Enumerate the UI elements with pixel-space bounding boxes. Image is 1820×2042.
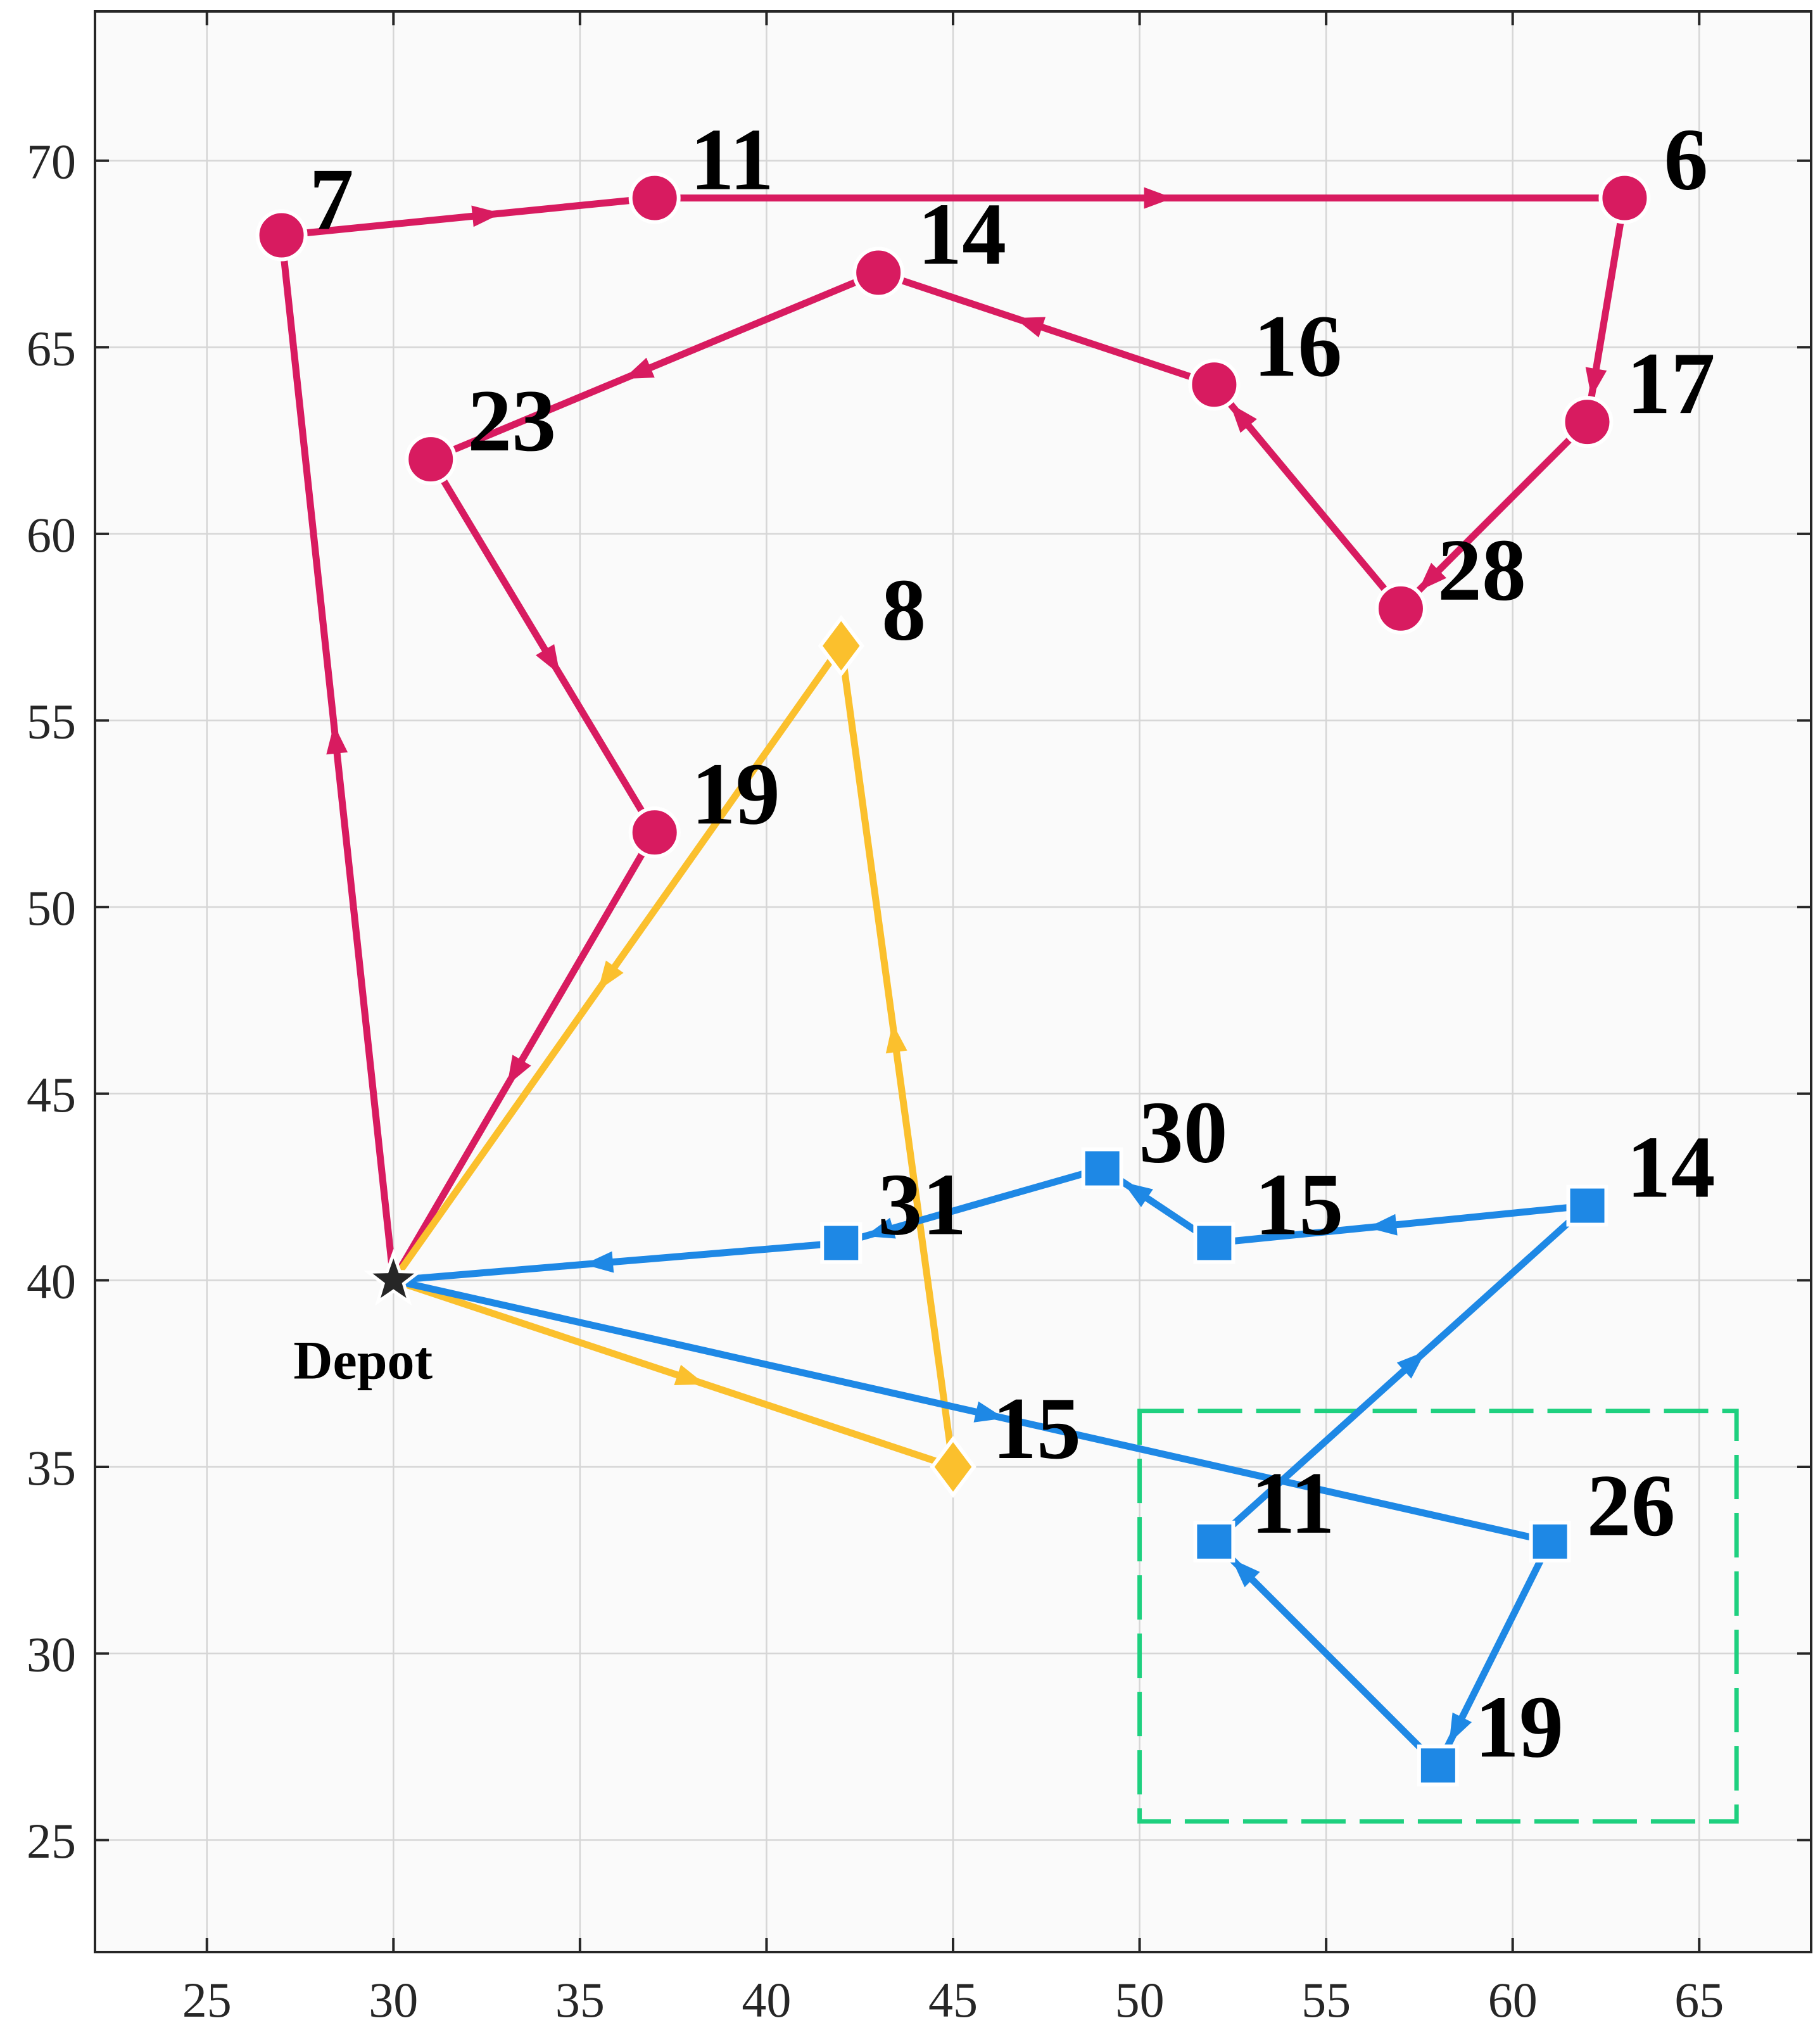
node-label: 14: [918, 185, 1006, 283]
node-label: 11: [690, 111, 774, 209]
route-point: [255, 209, 308, 262]
route-point: [1374, 582, 1427, 635]
route-point: [1193, 1520, 1235, 1563]
node-label: 28: [1438, 521, 1526, 619]
route-point: [1529, 1520, 1571, 1563]
route-segment: [389, 642, 845, 1284]
y-tick-label: 40: [27, 1253, 76, 1309]
y-tick-label: 35: [27, 1440, 76, 1495]
route-point: [1566, 1184, 1608, 1227]
x-tick-label: 55: [1301, 1972, 1351, 2027]
y-tick-label: 60: [27, 507, 76, 562]
x-tick-label: 40: [742, 1972, 791, 2027]
route-arrow: [583, 1251, 614, 1273]
route-point: [405, 433, 457, 486]
route-point: [1598, 172, 1651, 224]
y-tick-label: 45: [27, 1067, 76, 1122]
routes: [278, 187, 1628, 1769]
x-tick-label: 60: [1488, 1972, 1538, 2027]
route-segment: [389, 1276, 957, 1471]
route-point: [820, 1222, 863, 1264]
x-tick-label: 30: [369, 1972, 418, 2027]
route-point: [628, 172, 681, 224]
route-segment: [427, 269, 882, 463]
node-label: 30: [1139, 1084, 1228, 1182]
route-segment: [278, 232, 397, 1284]
node-label: 11: [1251, 1454, 1334, 1552]
node-label: 23: [467, 372, 556, 470]
route-arrow: [1123, 1182, 1153, 1207]
route-segment: [278, 194, 659, 239]
route-point: [1417, 1744, 1459, 1787]
route-point: [1188, 358, 1241, 411]
route-arrow: [623, 357, 655, 379]
route-segment: [837, 642, 957, 1471]
route-segment: [1210, 1202, 1591, 1246]
y-tick-label: 50: [27, 880, 76, 935]
route-point: [930, 1436, 976, 1498]
node-label: 26: [1587, 1457, 1676, 1555]
y-tick-label: 25: [27, 1813, 76, 1868]
route-point: [1561, 396, 1614, 448]
route-segment: [389, 828, 659, 1284]
route-segment: [875, 269, 1218, 388]
node-labels: 7 11 6 17 28 16 14 23 19 15 8 26 19 11 14 15 30 31 Depot: [293, 111, 1715, 1777]
route-arrow: [1230, 403, 1257, 433]
route-arrow: [1014, 317, 1046, 338]
route-arrow: [1396, 1351, 1426, 1379]
route-segment: [1210, 1202, 1591, 1545]
route-point: [1193, 1222, 1235, 1264]
y-tick-label: 30: [27, 1627, 76, 1682]
route-arrow: [1449, 1712, 1472, 1744]
route-arrow: [1144, 187, 1173, 209]
route-point: [852, 246, 905, 299]
node-label: 16: [1253, 297, 1342, 395]
x-tick-label: 45: [928, 1972, 978, 2027]
y-tick-label: 55: [27, 694, 76, 749]
depot-label: Depot: [293, 1329, 433, 1390]
route-arrow: [885, 1023, 907, 1054]
route-arrow: [973, 1401, 1005, 1423]
highlight-box: [1137, 1409, 1739, 1824]
route-arrow: [507, 1055, 531, 1086]
route-arrow: [674, 1364, 705, 1386]
route-arrow: [1367, 1214, 1398, 1236]
route-arrow: [1418, 562, 1447, 592]
node-label: 19: [692, 745, 780, 843]
route-arrow: [326, 724, 348, 755]
markers: [255, 172, 1651, 1787]
node-label: 19: [1475, 1678, 1564, 1776]
route-segment: [427, 455, 659, 836]
depot-star-icon: [363, 1248, 424, 1306]
x-tick-label: 25: [182, 1972, 232, 2027]
node-label: 6: [1664, 111, 1708, 209]
route-segment: [389, 1239, 845, 1284]
y-tick-label: 65: [27, 320, 76, 376]
route-arrow: [598, 960, 624, 991]
route-arrow: [1231, 1559, 1260, 1587]
route-segment: [389, 1276, 1554, 1545]
x-tick-label: 65: [1674, 1972, 1724, 2027]
route-point: [1081, 1147, 1123, 1189]
route-arrow: [535, 644, 560, 675]
node-label: 15: [992, 1379, 1081, 1478]
node-label: 7: [310, 151, 354, 249]
route-point: [818, 614, 865, 677]
route-arrow: [1585, 367, 1607, 398]
node-label: 15: [1254, 1155, 1343, 1253]
route-arrow: [471, 205, 502, 227]
node-label: 31: [878, 1155, 966, 1253]
node-label: 8: [882, 561, 926, 659]
x-tick-label: 35: [555, 1972, 605, 2027]
highlight-box-layer: [1137, 1409, 1739, 1824]
node-label: 17: [1627, 334, 1716, 433]
y-tick-label: 70: [27, 134, 76, 189]
route-arrow: [864, 1217, 896, 1239]
route-point: [628, 806, 681, 859]
axis-ticks: 25 30 35 40 45 50 55 60 65 25 30 35 40 45 50 55 60 65 70: [27, 11, 1811, 2027]
x-tick-label: 50: [1115, 1972, 1165, 2027]
node-label: 14: [1627, 1119, 1716, 1217]
